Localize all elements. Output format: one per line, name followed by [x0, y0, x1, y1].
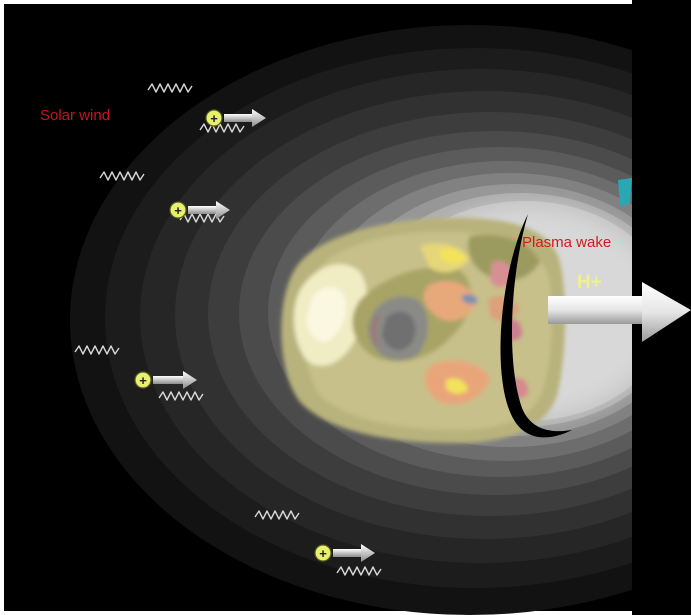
planet-body — [281, 217, 566, 444]
particle-2: + — [99, 171, 230, 223]
cyan-blip — [618, 178, 632, 206]
proton-icon — [205, 109, 223, 127]
svg-text:+: + — [139, 373, 147, 388]
solar-wind-label: Solar wind — [40, 107, 111, 124]
svg-text:+: + — [210, 111, 218, 126]
particle-3: + — [74, 345, 204, 401]
svg-text:+: + — [174, 203, 182, 218]
arrow-icon — [224, 114, 254, 122]
particle-4: + — [254, 510, 382, 576]
particle-1: + — [147, 83, 266, 133]
ion-label: H+ — [577, 272, 602, 293]
outflow-arrow-icon — [548, 282, 691, 342]
solar-wind-particles: + + + — [74, 83, 382, 576]
svg-text:+: + — [319, 546, 327, 561]
plasma-wake-label: Plasma wake — [522, 234, 612, 251]
